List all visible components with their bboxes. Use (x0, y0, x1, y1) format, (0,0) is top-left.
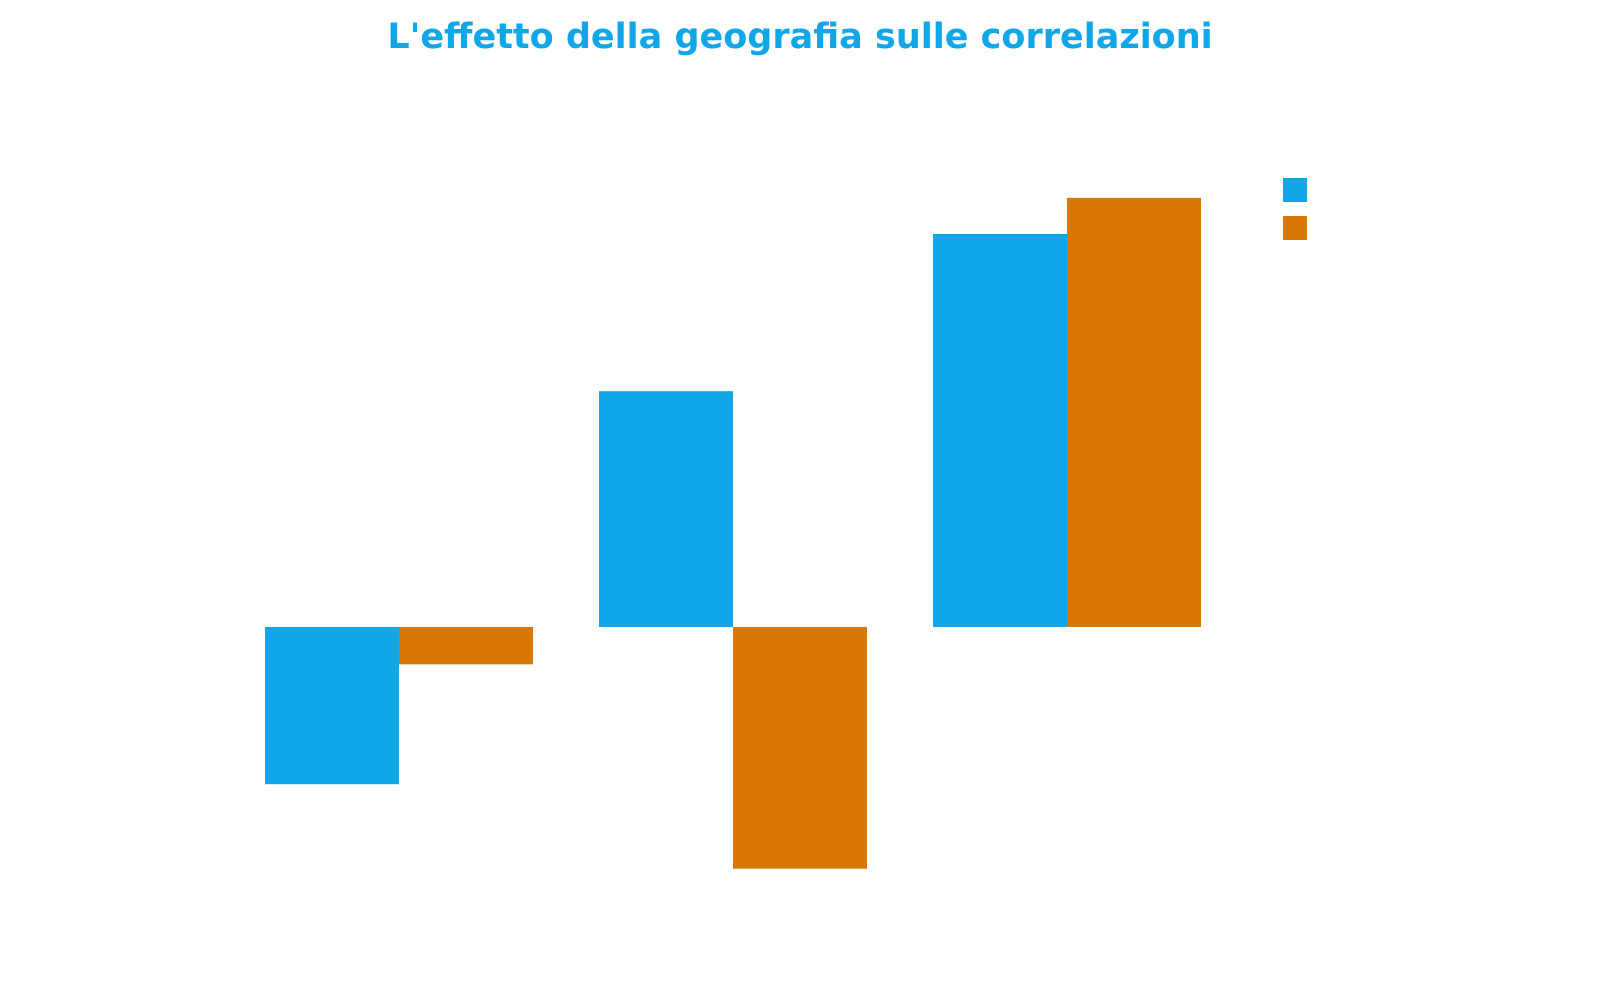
bar-series1-group3 (933, 234, 1067, 627)
bar-series2-group1 (399, 627, 533, 665)
bar-series2-group2 (733, 627, 867, 869)
bar-series1-group2 (599, 391, 733, 627)
chart-title: L'effetto della geografia sulle correlaz… (387, 17, 1213, 57)
legend-swatch-series1 (1283, 178, 1307, 202)
legend-swatch-series2 (1283, 216, 1307, 240)
bar-series1-group1 (265, 627, 399, 785)
legend (1283, 178, 1307, 240)
bar-series2-group3 (1067, 197, 1201, 627)
bars-layer (265, 197, 1201, 869)
